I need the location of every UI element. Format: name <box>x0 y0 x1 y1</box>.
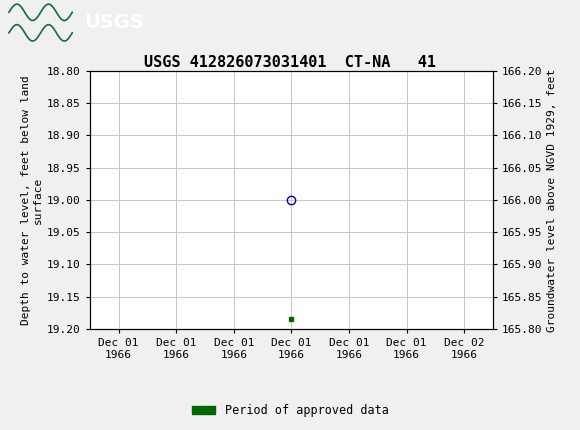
Legend: Period of approved data: Period of approved data <box>187 399 393 422</box>
Text: USGS 412826073031401  CT-NA   41: USGS 412826073031401 CT-NA 41 <box>144 55 436 70</box>
Y-axis label: Depth to water level, feet below land
surface: Depth to water level, feet below land su… <box>21 75 43 325</box>
Text: USGS: USGS <box>84 13 144 32</box>
Y-axis label: Groundwater level above NGVD 1929, feet: Groundwater level above NGVD 1929, feet <box>547 68 557 332</box>
